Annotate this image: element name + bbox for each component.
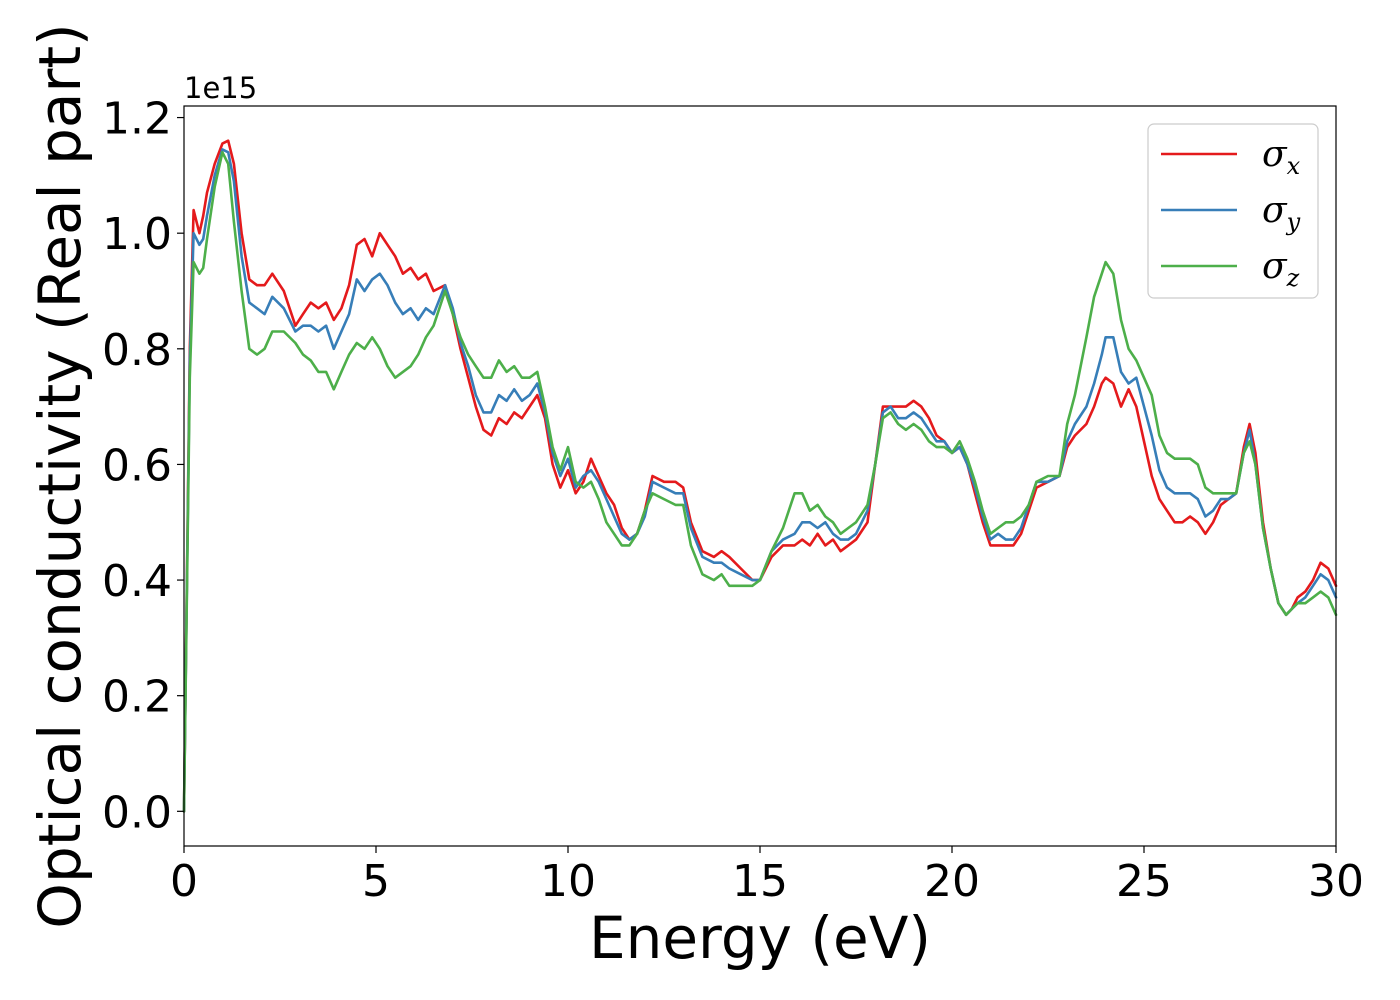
y-offset-label: 1e15	[184, 71, 257, 105]
x-axis-ticks: 0 5 10 15 20 25 30	[170, 846, 1364, 907]
y-tick-label: 1.2	[102, 94, 172, 145]
y-tick-label: 1.0	[102, 209, 172, 260]
x-tick-label: 0	[170, 856, 198, 907]
x-tick-label: 30	[1308, 856, 1364, 907]
x-tick-label: 25	[1116, 856, 1172, 907]
x-tick-label: 15	[732, 856, 788, 907]
y-axis-label: Optical conductivity (Real part)	[26, 23, 94, 928]
x-tick-label: 10	[540, 856, 596, 907]
y-axis-ticks: 0.0 0.2 0.4 0.6 0.8 1.0 1.2	[102, 94, 184, 838]
x-tick-label: 5	[362, 856, 390, 907]
y-tick-label: 0.2	[102, 672, 172, 723]
y-tick-label: 0.0	[102, 787, 172, 838]
series-line-z	[182, 151, 1338, 813]
legend-subscript: x	[1287, 152, 1301, 180]
legend-subscript: y	[1286, 208, 1301, 236]
x-tick-label: 20	[924, 856, 980, 907]
series-layer	[182, 139, 1338, 813]
y-tick-label: 0.4	[102, 556, 172, 607]
legend-subscript: z	[1286, 264, 1300, 292]
y-tick-label: 0.6	[102, 440, 172, 491]
y-tick-label: 0.8	[102, 325, 172, 376]
x-axis-label: Energy (eV)	[589, 904, 931, 972]
